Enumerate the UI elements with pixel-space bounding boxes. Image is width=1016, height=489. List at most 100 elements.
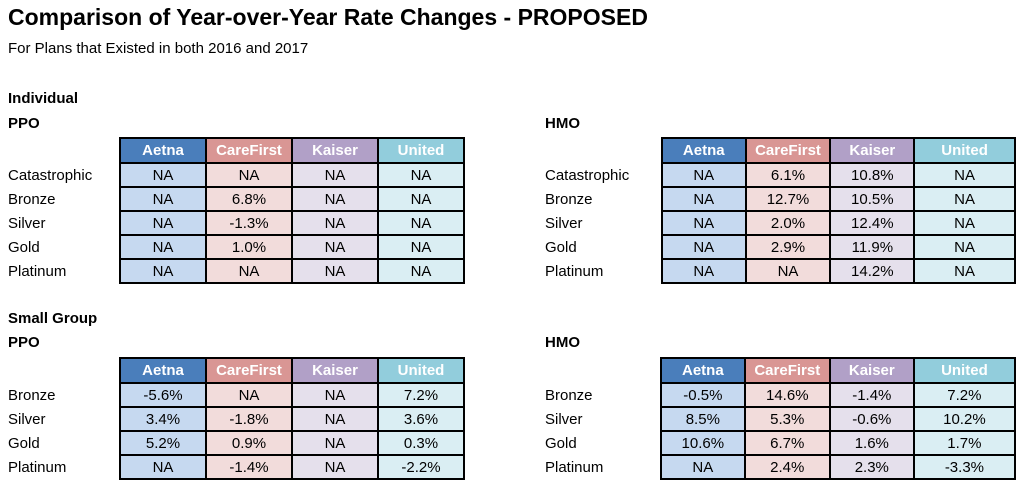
page-title: Comparison of Year-over-Year Rate Change… [8, 4, 648, 30]
rate-cell: 1.6% [828, 430, 915, 456]
rate-cell: NA [291, 234, 379, 260]
rate-cell: 1.7% [912, 430, 1016, 456]
column-header-united: United [912, 357, 1016, 384]
rate-cell: 1.0% [205, 234, 293, 260]
row-label-gold: Gold [545, 235, 663, 259]
rate-cell: NA [913, 258, 1016, 284]
rate-cell: NA [291, 210, 379, 236]
rate-cell: NA [119, 258, 207, 284]
rate-cell: NA [291, 406, 379, 432]
row-label-gold: Gold [8, 431, 120, 455]
rate-cell: 12.4% [829, 210, 916, 236]
small-group-ppo-table: Aetna CareFirst Kaiser United Bronze -5.6% NA N… [8, 357, 465, 480]
rate-cell: -1.3% [205, 210, 293, 236]
row-label-bronze: Bronze [8, 383, 120, 407]
rate-cell: 2.0% [744, 210, 832, 236]
row-label-bronze: Bronze [545, 383, 661, 407]
rate-cell: 6.1% [744, 162, 832, 188]
row-label-silver: Silver [8, 211, 120, 235]
column-header-carefirst: CareFirst [744, 137, 832, 164]
rate-cell: 0.3% [377, 430, 465, 456]
plan-type-label-individual-hmo: HMO [545, 115, 580, 132]
rate-cell: NA [291, 258, 379, 284]
rate-cell: 0.9% [205, 430, 293, 456]
column-header-aetna: Aetna [661, 137, 747, 164]
rate-cell: NA [661, 234, 747, 260]
rate-cell: NA [205, 162, 293, 188]
rate-cell: 5.3% [743, 406, 831, 432]
rate-cell: NA [661, 210, 747, 236]
row-label-silver: Silver [8, 407, 120, 431]
table-corner-spacer [8, 358, 120, 383]
rate-cell: NA [377, 258, 465, 284]
small-group-hmo-table: Aetna CareFirst Kaiser United Bronze -0.5% 14.… [545, 357, 1016, 480]
rate-cell: 10.6% [659, 430, 746, 456]
row-label-gold: Gold [8, 235, 120, 259]
rate-cell: -1.4% [205, 454, 293, 480]
rate-cell: NA [205, 382, 293, 408]
rate-cell: 2.3% [828, 454, 915, 480]
rate-cell: NA [377, 162, 465, 188]
rate-cell: -2.2% [377, 454, 465, 480]
column-header-carefirst: CareFirst [743, 357, 831, 384]
column-header-kaiser: Kaiser [291, 357, 379, 384]
rate-cell: 12.7% [744, 186, 832, 212]
column-header-kaiser: Kaiser [829, 137, 916, 164]
row-label-bronze: Bronze [8, 187, 120, 211]
rate-cell: 3.4% [119, 406, 207, 432]
table-corner-spacer [8, 138, 120, 163]
rate-cell: NA [119, 162, 207, 188]
rate-cell: -1.8% [205, 406, 293, 432]
rate-cell: NA [377, 186, 465, 212]
rate-cell: NA [377, 210, 465, 236]
rate-cell: NA [913, 186, 1016, 212]
row-label-silver: Silver [545, 211, 663, 235]
rate-cell: 2.9% [744, 234, 832, 260]
column-header-kaiser: Kaiser [291, 137, 379, 164]
column-header-united: United [377, 357, 465, 384]
rate-cell: 14.2% [829, 258, 916, 284]
rate-cell: NA [119, 186, 207, 212]
column-header-united: United [913, 137, 1016, 164]
rate-cell: NA [377, 234, 465, 260]
rate-cell: NA [659, 454, 746, 480]
rate-cell: NA [913, 234, 1016, 260]
rate-cell: 10.2% [912, 406, 1016, 432]
row-label-catastrophic: Catastrophic [545, 163, 663, 187]
rate-cell: NA [119, 234, 207, 260]
rate-cell: -0.5% [659, 382, 746, 408]
rate-cell: -3.3% [912, 454, 1016, 480]
rate-cell: 11.9% [829, 234, 916, 260]
rate-cell: 6.8% [205, 186, 293, 212]
row-label-platinum: Platinum [545, 259, 663, 283]
rate-cell: 2.4% [743, 454, 831, 480]
row-label-platinum: Platinum [8, 259, 120, 283]
rate-cell: NA [913, 162, 1016, 188]
rate-cell: 7.2% [377, 382, 465, 408]
section-label-small-group: Small Group [8, 310, 98, 327]
plan-type-label-small-group-hmo: HMO [545, 334, 580, 351]
column-header-kaiser: Kaiser [828, 357, 915, 384]
individual-ppo-table: Aetna CareFirst Kaiser United Catastrophic NA… [8, 137, 465, 284]
rate-cell: NA [205, 258, 293, 284]
individual-hmo-table: Aetna CareFirst Kaiser United Catastrophic NA… [545, 137, 1016, 284]
table-corner-spacer [545, 358, 661, 383]
rate-cell: NA [291, 186, 379, 212]
rate-cell: 10.5% [829, 186, 916, 212]
section-label-individual: Individual [8, 90, 79, 107]
page-subtitle: For Plans that Existed in both 2016 and … [8, 40, 309, 57]
rate-cell: NA [119, 210, 207, 236]
rate-cell: NA [661, 258, 747, 284]
table-corner-spacer [545, 138, 663, 163]
rate-cell: NA [661, 186, 747, 212]
row-label-gold: Gold [545, 431, 661, 455]
column-header-united: United [377, 137, 465, 164]
rate-cell: NA [291, 430, 379, 456]
rate-cell: NA [119, 454, 207, 480]
rate-cell: -5.6% [119, 382, 207, 408]
rate-cell: 14.6% [743, 382, 831, 408]
row-label-silver: Silver [545, 407, 661, 431]
column-header-aetna: Aetna [119, 357, 207, 384]
rate-cell: -0.6% [828, 406, 915, 432]
